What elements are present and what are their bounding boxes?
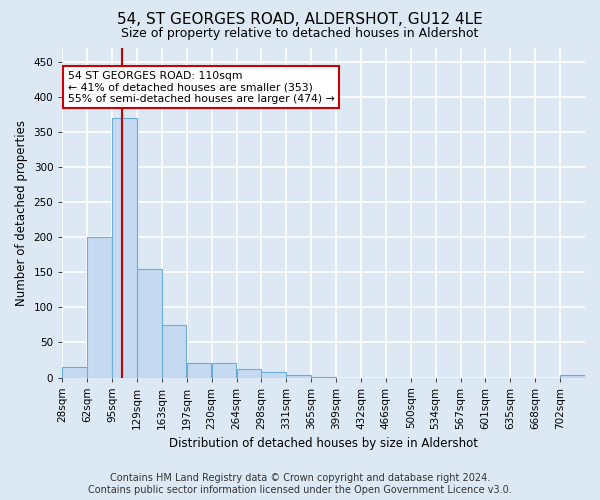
Bar xyxy=(212,364,236,378)
Text: 54 ST GEORGES ROAD: 110sqm
← 41% of detached houses are smaller (353)
55% of sem: 54 ST GEORGES ROAD: 110sqm ← 41% of deta… xyxy=(68,70,334,104)
Bar xyxy=(112,118,137,378)
Bar xyxy=(62,367,87,378)
Bar xyxy=(560,374,584,378)
Text: Contains HM Land Registry data © Crown copyright and database right 2024.
Contai: Contains HM Land Registry data © Crown c… xyxy=(88,474,512,495)
Bar xyxy=(187,364,211,378)
X-axis label: Distribution of detached houses by size in Aldershot: Distribution of detached houses by size … xyxy=(169,437,478,450)
Text: Size of property relative to detached houses in Aldershot: Size of property relative to detached ho… xyxy=(121,28,479,40)
Bar xyxy=(236,369,261,378)
Bar xyxy=(87,237,112,378)
Bar xyxy=(162,325,187,378)
Text: 54, ST GEORGES ROAD, ALDERSHOT, GU12 4LE: 54, ST GEORGES ROAD, ALDERSHOT, GU12 4LE xyxy=(117,12,483,28)
Bar xyxy=(286,374,311,378)
Y-axis label: Number of detached properties: Number of detached properties xyxy=(15,120,28,306)
Bar xyxy=(262,372,286,378)
Bar xyxy=(311,377,336,378)
Bar xyxy=(137,268,161,378)
